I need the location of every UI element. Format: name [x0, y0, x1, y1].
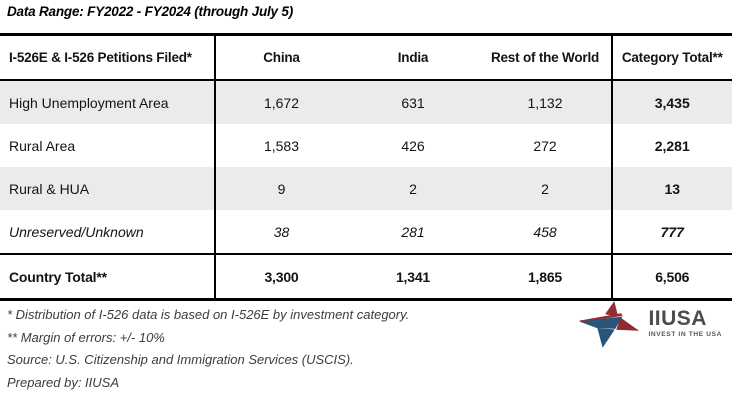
cell-unres-india: 281: [401, 223, 425, 240]
cell-ruralhua-rest-of-world: 2: [479, 167, 613, 210]
table-row-unreserved-unknown: Unreserved/Unknown 38 281 458 777: [0, 210, 732, 254]
cell-total-category-total: 6,506: [612, 253, 732, 300]
table-row-rural-area: Rural Area 1,583 426 272 2,281: [0, 124, 732, 167]
iiusa-star-icon: [573, 296, 641, 350]
cell-hua-rest-of-world: 1,132: [479, 80, 613, 124]
cell-rural-rest-of-world: 272: [479, 124, 613, 167]
cell-hua-category-total: 3,435: [612, 80, 732, 124]
row-label: Country Total**: [0, 253, 216, 300]
iiusa-tagline: INVEST IN THE USA: [648, 330, 722, 338]
data-range-title: Data Range: FY2022 - FY2024 (through Jul…: [7, 4, 294, 19]
cell-total-china: 3,300: [215, 253, 347, 300]
cell-unres-category-total: 777: [660, 223, 684, 240]
table-corner-header: I-526E & I-526 Petitions Filed*: [0, 34, 216, 81]
cell-rural-india: 426: [401, 137, 425, 154]
footnote-distribution: * Distribution of I-526 data is based on…: [7, 307, 410, 322]
footnote-margin-of-error: ** Margin of errors: +/- 10%: [7, 329, 165, 345]
cell-rural-china: 1,583: [263, 137, 300, 154]
cell-hua-india: 631: [347, 80, 479, 124]
table-row-high-unemployment-area: High Unemployment Area 1,672 631 1,132 3…: [0, 80, 732, 124]
col-header-india: India: [347, 34, 479, 81]
cell-unres-china: 38: [273, 223, 290, 240]
cell-ruralhua-india: 2: [347, 167, 479, 210]
iiusa-logo: IIUSA INVEST IN THE USA: [573, 296, 722, 350]
col-header-china: China: [215, 34, 347, 81]
iiusa-logo-text: IIUSA INVEST IN THE USA: [648, 306, 722, 338]
row-label: Unreserved/Unknown: [0, 210, 216, 254]
col-header-category-total: Category Total**: [612, 34, 732, 81]
iiusa-wordmark: IIUSA: [648, 306, 707, 330]
footnote-source: Source: U.S. Citizenship and Immigration…: [7, 352, 354, 368]
row-label: Rural Area: [0, 124, 216, 167]
cell-hua-china: 1,672: [215, 80, 347, 124]
table-row-country-total: Country Total** 3,300 1,341 1,865 6,506: [0, 253, 732, 300]
col-header-rest-of-world: Rest of the World: [479, 34, 613, 81]
cell-total-india: 1,341: [347, 253, 479, 300]
table-header-row: I-526E & I-526 Petitions Filed* China In…: [0, 34, 732, 81]
cell-unres-rest-of-world: 458: [479, 210, 613, 254]
petitions-table: I-526E & I-526 Petitions Filed* China In…: [0, 33, 732, 301]
table-row-rural-and-hua: Rural & HUA 9 2 2 13: [0, 167, 732, 210]
row-label: Rural & HUA: [0, 167, 216, 210]
row-label: High Unemployment Area: [0, 80, 216, 124]
cell-ruralhua-category-total: 13: [612, 167, 732, 210]
cell-ruralhua-china: 9: [215, 167, 347, 210]
footnotes: * Distribution of I-526 data is based on…: [7, 304, 409, 394]
footnote-prepared-by: Prepared by: IIUSA: [7, 374, 119, 390]
cell-rural-category-total: 2,281: [654, 137, 690, 154]
cell-total-rest-of-world: 1,865: [479, 253, 613, 300]
